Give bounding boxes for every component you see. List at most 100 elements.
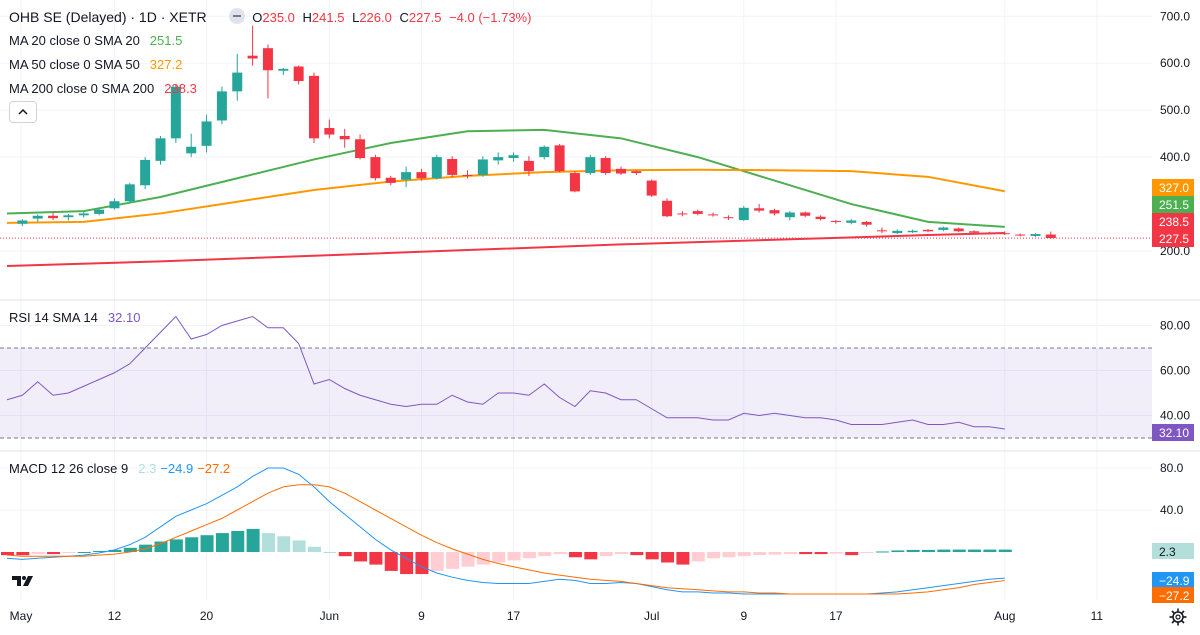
macd-histogram-bar: [722, 552, 736, 558]
price-badge-label: 238.5: [1159, 215, 1189, 229]
candle-body: [293, 66, 304, 82]
candle: [186, 133, 197, 158]
candle: [216, 86, 227, 125]
minus-icon: [233, 15, 241, 17]
candle: [846, 219, 857, 225]
ma20-legend[interactable]: MA 20 close 0 SMA 20 251.5: [9, 33, 186, 49]
time-tick-label: 17: [507, 609, 521, 623]
time-tick-label: 9: [418, 609, 425, 623]
candle-body: [232, 72, 243, 92]
time-tick-label: 17: [829, 609, 843, 623]
chevron-up-icon: [18, 108, 28, 115]
candle-body: [892, 230, 903, 234]
symbol-title[interactable]: OHB SE (Delayed) · 1D · XETR: [9, 9, 207, 25]
macd-histogram-bar: [829, 552, 843, 554]
candle-body: [462, 174, 473, 176]
macd-histogram-bar: [47, 552, 61, 555]
macd-histogram-bar: [108, 549, 122, 552]
candle: [262, 44, 273, 99]
candle-body: [401, 172, 412, 180]
candle: [600, 156, 611, 175]
candle: [431, 154, 442, 180]
macd-histogram-bar: [599, 552, 613, 557]
time-tick-label: Jul: [644, 609, 659, 623]
candle-body: [876, 230, 887, 232]
macd-histogram-bar: [875, 551, 889, 553]
candle: [416, 168, 427, 181]
candle: [631, 170, 642, 175]
candle: [48, 212, 59, 221]
candle-body: [523, 160, 534, 172]
macd-histogram-bar: [154, 541, 168, 552]
candle-body: [109, 201, 120, 209]
macd-histogram-bar: [630, 552, 644, 556]
price-tick-label: 700.0: [1160, 9, 1190, 23]
ma200-legend[interactable]: MA 200 close 0 SMA 200 238.3: [9, 81, 201, 97]
candle-body: [646, 180, 657, 196]
candle-body: [339, 135, 350, 140]
ma50-legend[interactable]: MA 50 close 0 SMA 50 327.2: [9, 57, 186, 73]
rsi-tick-label: 80.00: [1160, 319, 1190, 333]
candle-body: [170, 86, 181, 139]
macd-histogram-bar: [215, 533, 229, 552]
rsi-badge-bg: [1152, 424, 1194, 441]
candle: [508, 152, 519, 162]
macd-histogram-bar: [446, 552, 460, 569]
macd-badge-label: −24.9: [1159, 574, 1190, 588]
macd-histogram-bar: [814, 552, 828, 555]
macd-histogram-bar: [691, 552, 705, 562]
gear-icon: [1169, 608, 1187, 626]
symbol-legend: OHB SE (Delayed) · 1D · XETR O235.0 H241…: [9, 9, 535, 26]
ma20-value: 251.5: [149, 33, 183, 48]
candle-body: [846, 220, 857, 223]
time-tick-label: 11: [1091, 609, 1104, 623]
macd-legend[interactable]: MACD 12 26 close 9 2.3 −24.9 −27.2: [9, 461, 234, 477]
macd-histogram-bar: [246, 528, 260, 552]
ma20-label: MA 20 close 0 SMA 20: [9, 33, 140, 48]
time-tick-label: 12: [108, 609, 122, 623]
ma50-line: [6, 168, 1005, 224]
toggle-visibility-button[interactable]: [229, 8, 245, 24]
candle: [984, 231, 995, 235]
candle-body: [616, 168, 626, 174]
candle: [616, 166, 626, 175]
candle-body: [431, 157, 442, 179]
macd-histogram-bar: [430, 552, 444, 571]
open-label: O: [252, 10, 263, 25]
candle-body: [1030, 234, 1041, 236]
candle: [170, 84, 181, 144]
collapse-legend-button[interactable]: [9, 101, 37, 123]
candle-body: [569, 173, 580, 192]
candle-body: [94, 209, 105, 214]
candle-body: [416, 172, 427, 179]
candle-body: [309, 75, 319, 139]
candle: [784, 211, 795, 221]
macd-histogram-bar: [783, 552, 797, 555]
macd-histogram-bar: [799, 552, 813, 555]
candle-body: [63, 215, 74, 218]
time-tick-label: Aug: [994, 609, 1015, 623]
candle: [155, 135, 166, 165]
candle: [800, 211, 811, 218]
macd-histogram-bar: [62, 552, 76, 554]
candle-body: [662, 200, 673, 217]
candle: [493, 152, 504, 165]
macd-line-value: −24.9: [160, 461, 194, 476]
macd-histogram-bar: [615, 552, 628, 555]
macd-histogram-bar: [169, 539, 183, 552]
time-tick-label: 20: [200, 609, 214, 623]
candle-body: [124, 184, 135, 202]
candle: [32, 214, 43, 222]
chart-settings-button[interactable]: [1168, 607, 1188, 627]
candle: [140, 157, 151, 190]
candle: [907, 229, 918, 234]
rsi-legend[interactable]: RSI 14 SMA 14 32.10: [9, 310, 144, 326]
tradingview-logo[interactable]: [8, 570, 38, 592]
candle-body: [370, 157, 381, 179]
macd-histogram-bar: [553, 552, 567, 555]
macd-histogram-bar: [93, 550, 107, 552]
candle: [78, 212, 89, 218]
macd-histogram-bar: [661, 552, 675, 563]
